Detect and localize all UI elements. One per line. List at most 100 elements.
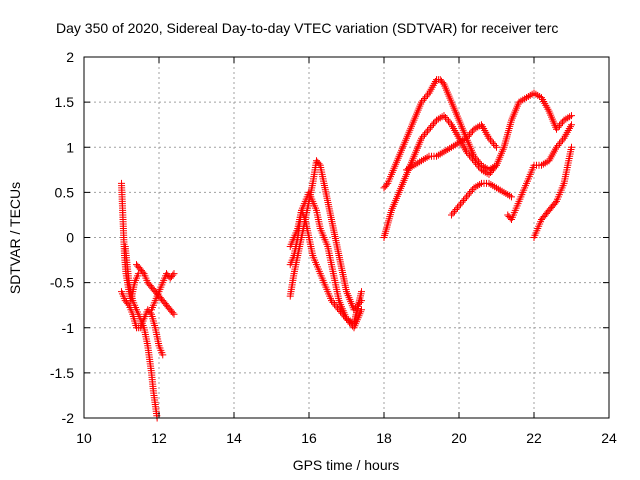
y-tick-label: -1: [62, 320, 75, 336]
data-point: [487, 136, 494, 144]
data-point: [508, 193, 515, 201]
x-tick-label: 18: [376, 430, 392, 446]
y-tick-label: 1.5: [55, 94, 75, 110]
chart-title: Day 350 of 2020, Sidereal Day-to-day VTE…: [56, 20, 558, 36]
data-point: [568, 143, 575, 151]
data-point: [169, 309, 177, 317]
data-point: [340, 311, 347, 319]
data-point: [442, 113, 449, 121]
data-point: [470, 157, 478, 165]
data-point: [467, 187, 475, 195]
x-tick-label: 22: [526, 430, 542, 446]
data-point: [419, 96, 427, 104]
data-point: [463, 193, 470, 201]
data-point: [446, 119, 454, 127]
y-tick-label: 1: [66, 139, 74, 155]
data-point: [490, 140, 497, 148]
x-tick-label: 16: [301, 430, 317, 446]
data-point: [554, 123, 562, 131]
y-axis-label: SDTVAR / TECUs: [7, 182, 23, 294]
y-tick-labels: -2 -1.5 -1 -0.5 0 0.5 1 1.5 2: [50, 49, 74, 426]
data-point: [383, 181, 390, 189]
data-point: [451, 207, 458, 215]
data-point: [551, 199, 559, 207]
data-point: [557, 138, 565, 146]
data-point: [159, 351, 167, 359]
data-point: [490, 165, 497, 173]
data-point: [467, 129, 475, 137]
data-point: [463, 148, 470, 156]
grid-lines: [84, 57, 609, 418]
y-tick-label: -0.5: [50, 275, 74, 291]
data-point: [335, 306, 343, 314]
data-point: [454, 204, 461, 212]
series-arc-13: [504, 121, 575, 223]
series-arc-2: [121, 243, 161, 422]
data-point: [419, 132, 427, 140]
data-point: [556, 122, 563, 130]
data-point: [124, 300, 132, 308]
data-point: [469, 127, 476, 135]
data-point: [553, 143, 560, 151]
data-point: [568, 112, 575, 120]
data-point: [431, 118, 439, 126]
data-point: [358, 288, 365, 296]
data-point: [169, 271, 177, 279]
data-point: [466, 189, 473, 197]
data-point: [439, 79, 447, 87]
data-point: [491, 163, 499, 171]
data-point: [559, 136, 566, 144]
data-point: [464, 191, 472, 199]
data-point: [457, 200, 464, 208]
data-point: [491, 141, 499, 149]
y-tick-label: -2: [62, 410, 75, 426]
data-point: [467, 153, 475, 161]
data-point: [428, 122, 436, 130]
data-point: [448, 211, 455, 219]
x-axis-label: GPS time / hours: [293, 457, 400, 473]
series-arc-11: [403, 121, 500, 174]
data-point: [139, 268, 147, 276]
series-arc-4: [133, 261, 178, 318]
data-point: [475, 162, 482, 170]
data-point: [455, 202, 463, 210]
series-arc-14: [530, 143, 575, 241]
data-point: [452, 206, 460, 214]
data-point: [421, 131, 428, 139]
x-tick-label: 10: [76, 430, 92, 446]
x-tick-labels: 10 12 14 16 18 20 22 24: [76, 430, 617, 446]
data-point: [422, 93, 430, 101]
data-point: [485, 170, 493, 178]
y-tick-label: 0.5: [55, 184, 75, 200]
y-tick-label: 2: [66, 49, 74, 65]
y-tick-label: -1.5: [50, 365, 74, 381]
series-arc-5: [148, 270, 178, 314]
data-point: [469, 186, 476, 194]
data-point: [466, 131, 473, 139]
data-points: [118, 76, 575, 422]
series-arc-3: [118, 288, 167, 359]
data-point: [553, 125, 560, 133]
data-point: [331, 300, 338, 308]
data-point: [568, 121, 575, 129]
data-point: [443, 115, 451, 123]
data-point: [334, 304, 341, 312]
data-point: [430, 120, 437, 128]
data-point: [458, 198, 466, 206]
data-point: [463, 134, 470, 142]
data-point: [493, 143, 500, 151]
data-point: [328, 297, 335, 305]
data-point: [464, 132, 472, 140]
data-point: [461, 195, 469, 203]
data-point: [469, 155, 476, 163]
axis-ticks: [83, 56, 610, 419]
data-point: [449, 209, 457, 217]
data-point: [358, 306, 365, 314]
data-point: [445, 117, 452, 125]
data-point: [332, 302, 340, 310]
data-point: [421, 95, 428, 103]
data-point: [425, 125, 433, 133]
data-point: [554, 141, 562, 149]
data-point: [315, 160, 323, 168]
